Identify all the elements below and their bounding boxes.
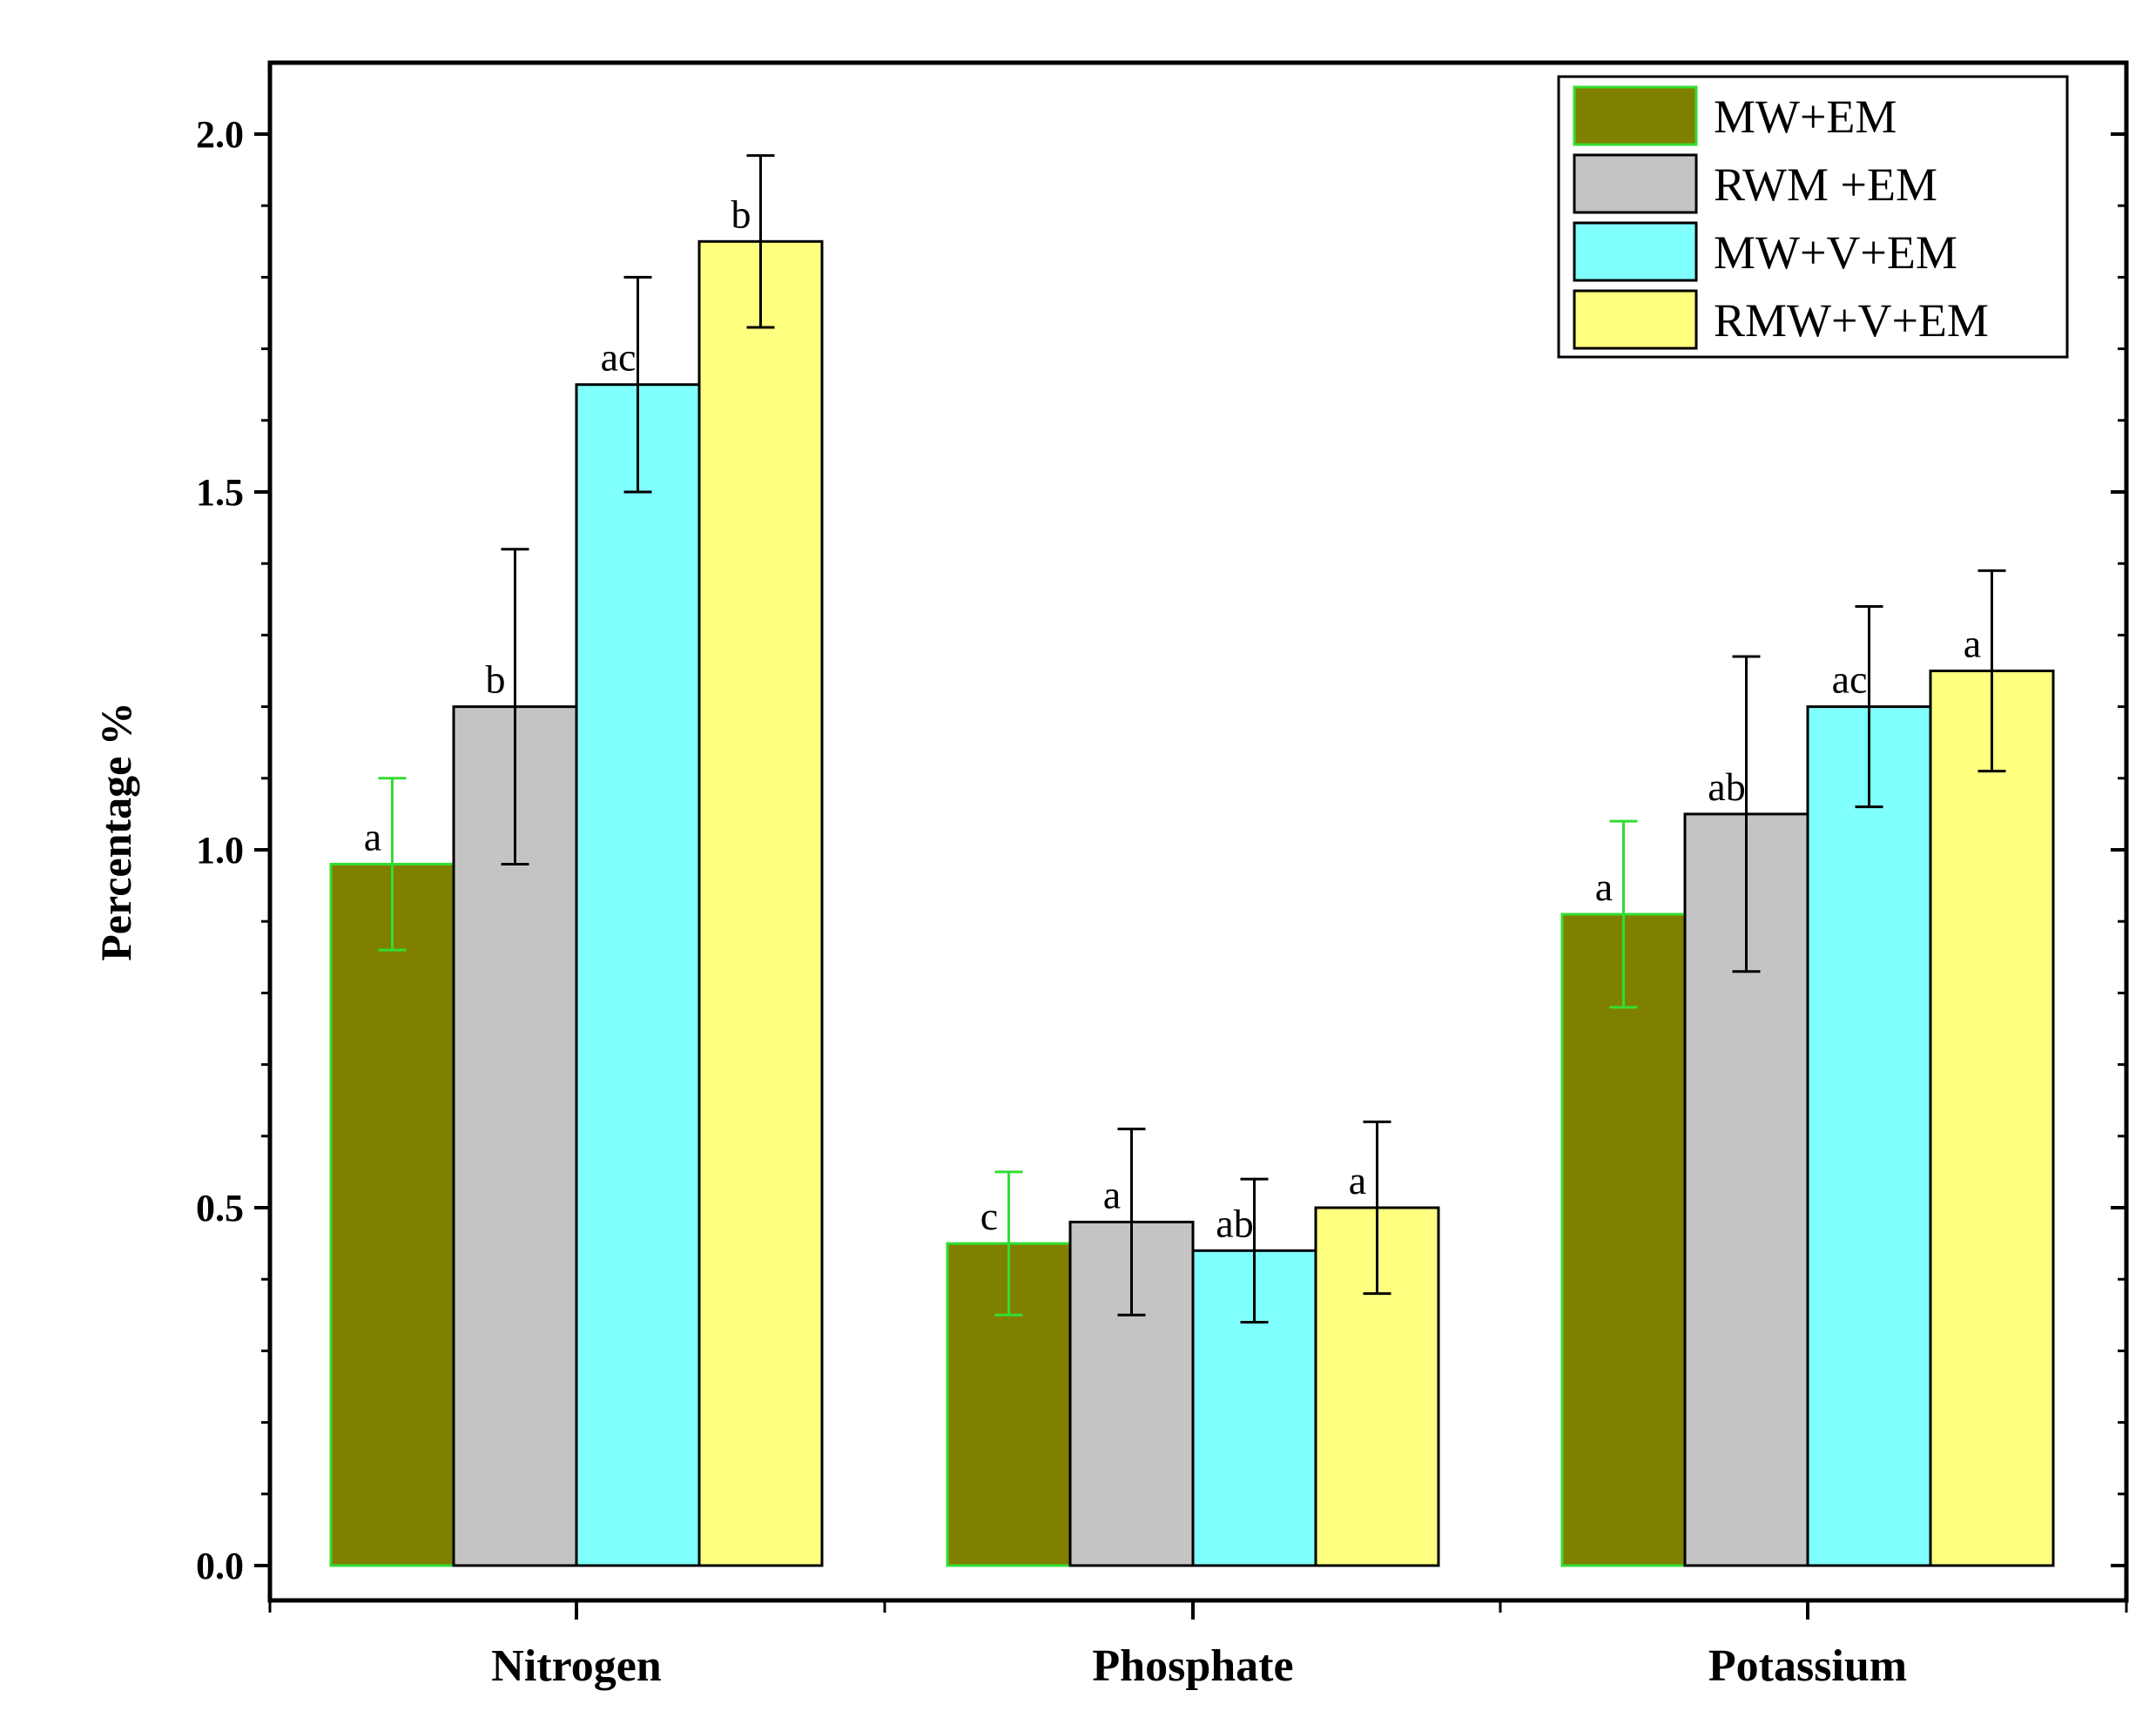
legend-swatch xyxy=(1573,289,1698,350)
significance-label: ab xyxy=(1708,764,1745,809)
bar xyxy=(329,862,455,1567)
bar xyxy=(1806,705,1932,1567)
legend-swatch xyxy=(1573,153,1698,214)
significance-label: b xyxy=(486,657,506,702)
bar xyxy=(1560,913,1687,1567)
bar xyxy=(575,383,701,1567)
bars-layer xyxy=(329,239,2055,1567)
x-category-label: Potassium xyxy=(1708,1641,1907,1691)
significance-label: b xyxy=(731,192,751,236)
y-axis-title: Percentage % xyxy=(91,702,140,961)
significance-label: a xyxy=(364,814,381,859)
legend-label: MW+EM xyxy=(1714,91,1897,143)
significance-label: a xyxy=(1595,865,1613,909)
legend-swatch xyxy=(1573,221,1698,282)
significance-label: ac xyxy=(1832,657,1868,702)
error-bars-layer xyxy=(378,154,2006,1324)
bar xyxy=(1929,670,2055,1567)
y-tick-label: 0.0 xyxy=(196,1545,244,1587)
bar xyxy=(697,239,824,1567)
legend-label: MW+V+EM xyxy=(1714,226,1957,279)
legend: MW+EM RWM +EM MW+V+EM RMW+V+EM xyxy=(1557,75,2069,359)
legend-label: RMW+V+EM xyxy=(1714,294,1989,347)
y-tick-label: 1.0 xyxy=(196,829,244,872)
significance-label: a xyxy=(1349,1158,1366,1202)
significance-label: a xyxy=(1964,622,1981,666)
significance-label: a xyxy=(1103,1172,1121,1216)
axis-labels-layer: 0.0 0.5 1.0 1.5 2.0 Nitrogen Phosphate Potassiu… xyxy=(196,113,1907,1691)
significance-label: ac xyxy=(601,335,637,380)
significance-label: ab xyxy=(1216,1201,1253,1245)
x-category-label: Nitrogen xyxy=(491,1641,662,1691)
y-tick-label: 2.0 xyxy=(196,113,244,156)
y-tick-label: 1.5 xyxy=(196,471,244,514)
x-category-label: Phosphate xyxy=(1092,1641,1293,1691)
plot-frame xyxy=(267,60,2129,1603)
significance-label: c xyxy=(980,1194,998,1238)
legend-label: RWM +EM xyxy=(1714,158,1937,211)
legend-swatch xyxy=(1573,85,1698,146)
y-tick-label: 0.5 xyxy=(196,1187,244,1229)
